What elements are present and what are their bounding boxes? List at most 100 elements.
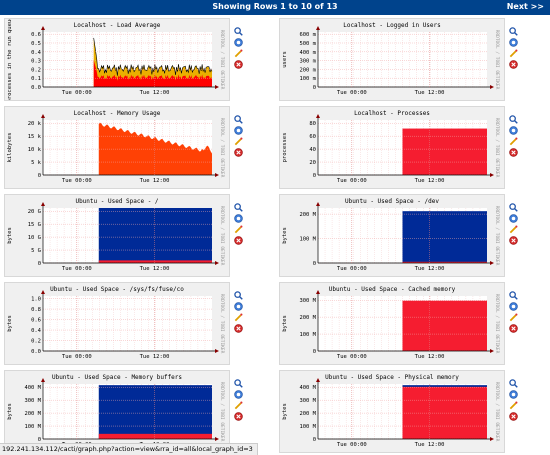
- y-tick-label: 400 M: [24, 385, 41, 391]
- y-tick-label: 300 M: [299, 298, 316, 304]
- delete-icon[interactable]: [234, 230, 243, 245]
- series-area-used: [402, 261, 487, 263]
- y-tick-label: 300 m: [299, 59, 316, 65]
- graph-title: Localhost - Memory Usage: [74, 110, 161, 117]
- delete-icon[interactable]: [509, 230, 518, 245]
- graph-actions: [234, 373, 246, 421]
- graph-cell: Localhost - Load Average 0.0 0.1 0.2 0.3 0.4 0…: [0, 15, 275, 103]
- series-line: [93, 37, 213, 76]
- query-icon[interactable]: [509, 384, 518, 399]
- y-tick-label: 0.8: [31, 307, 41, 313]
- edit-icon[interactable]: [509, 131, 518, 146]
- query-icon[interactable]: [234, 32, 243, 47]
- edit-icon[interactable]: [509, 43, 518, 58]
- zoom-icon[interactable]: [509, 373, 518, 388]
- y-axis-label: kilobytes: [7, 133, 13, 163]
- edit-icon[interactable]: [234, 131, 243, 146]
- zoom-icon[interactable]: [234, 197, 243, 212]
- delete-icon[interactable]: [234, 142, 243, 157]
- graph-image[interactable]: Localhost - Load Average 0.0 0.1 0.2 0.3 0.4 0…: [4, 18, 230, 101]
- graph-image[interactable]: Localhost - Memory Usage 0 5 k 10 k 15 k 20 k…: [4, 106, 230, 189]
- y-tick-label: 60: [309, 134, 316, 140]
- x-tick-label: Tue 00:00: [62, 266, 92, 272]
- query-icon[interactable]: [509, 120, 518, 135]
- x-tick-label: Tue 12:00: [415, 354, 445, 360]
- zoom-icon[interactable]: [234, 109, 243, 124]
- y-tick-label: 0.2: [31, 67, 41, 73]
- y-axis-label: users: [282, 51, 288, 68]
- edit-icon[interactable]: [234, 219, 243, 234]
- query-icon[interactable]: [509, 296, 518, 311]
- y-tick-label: 200 M: [299, 411, 316, 417]
- edit-icon[interactable]: [234, 43, 243, 58]
- next-page-link[interactable]: Next >>: [506, 2, 544, 11]
- query-icon[interactable]: [234, 208, 243, 223]
- series-area-free: [98, 208, 212, 263]
- graph-cell: Localhost - Processes 0 20 40 60 80 Tue 00:00 T…: [275, 103, 550, 191]
- graph-image[interactable]: Ubuntu - Used Space - Memory buffers 0 100…: [4, 370, 230, 453]
- graph-image[interactable]: Ubuntu - Used Space - /dev 0 100 M 200 M Tue…: [279, 194, 505, 277]
- zoom-icon[interactable]: [234, 21, 243, 36]
- y-tick-label: 100 M: [299, 332, 316, 338]
- y-tick-label: 0.4: [31, 328, 42, 334]
- graph-image[interactable]: Ubuntu - Used Space - Cached memory 0 100 …: [279, 282, 505, 365]
- edit-icon[interactable]: [509, 395, 518, 410]
- delete-icon[interactable]: [509, 54, 518, 69]
- delete-icon[interactable]: [509, 406, 518, 421]
- graph-actions: [234, 109, 246, 157]
- rrdtool-watermark: RRDTOOL / TOBI OETIKER: [219, 206, 225, 266]
- graph-title: Ubuntu - Used Space - /dev: [345, 198, 439, 205]
- y-tick-label: 0.0: [31, 85, 41, 91]
- x-tick-label: Tue 12:00: [140, 354, 170, 360]
- query-icon[interactable]: [234, 296, 243, 311]
- zoom-icon[interactable]: [509, 21, 518, 36]
- zoom-icon[interactable]: [234, 285, 243, 300]
- edit-icon[interactable]: [509, 219, 518, 234]
- rrdtool-watermark: RRDTOOL / TOBI OETIKER: [494, 206, 500, 266]
- x-tick-label: Tue 00:00: [337, 178, 367, 184]
- delete-icon[interactable]: [234, 54, 243, 69]
- query-icon[interactable]: [234, 384, 243, 399]
- graph-actions: [509, 373, 521, 421]
- x-tick-label: Tue 12:00: [415, 178, 445, 184]
- graph-image[interactable]: Ubuntu - Used Space - / 0 5 G 10 G 15 G 20 G T…: [4, 194, 230, 277]
- delete-icon[interactable]: [234, 406, 243, 421]
- y-tick-label: 500 m: [299, 41, 316, 47]
- delete-icon[interactable]: [234, 318, 243, 333]
- y-tick-label: 100 M: [24, 424, 41, 430]
- graph-image[interactable]: Ubuntu - Used Space - Physical memory 0 10…: [279, 370, 505, 453]
- edit-icon[interactable]: [234, 395, 243, 410]
- graph-actions: [509, 109, 521, 157]
- rrdtool-watermark: RRDTOOL / TOBI OETIKER: [219, 118, 225, 178]
- query-icon[interactable]: [234, 120, 243, 135]
- graph-actions: [509, 197, 521, 245]
- graph-actions: [234, 285, 246, 333]
- y-tick-label: 10 k: [28, 147, 42, 153]
- y-axis-label: bytes: [282, 315, 288, 332]
- graph-chart: Localhost - Processes 0 20 40 60 80 Tue 00:00 T…: [282, 110, 500, 184]
- delete-icon[interactable]: [509, 142, 518, 157]
- zoom-icon[interactable]: [509, 285, 518, 300]
- graph-cell: Localhost - Logged in Users 0 100 m 200 m 30…: [275, 15, 550, 103]
- zoom-icon[interactable]: [509, 197, 518, 212]
- rrdtool-watermark: RRDTOOL / TOBI OETIKER: [219, 294, 225, 354]
- graph-chart: Localhost - Memory Usage 0 5 k 10 k 15 k 20 k…: [7, 110, 225, 184]
- y-tick-label: 5 k: [31, 160, 42, 166]
- query-icon[interactable]: [509, 208, 518, 223]
- graph-image[interactable]: Localhost - Processes 0 20 40 60 80 Tue 00:00 T…: [279, 106, 505, 189]
- query-icon[interactable]: [509, 32, 518, 47]
- edit-icon[interactable]: [234, 307, 243, 322]
- graph-image[interactable]: Ubuntu - Used Space - /sys/fs/fuse/co 0.0…: [4, 282, 230, 365]
- graph-image[interactable]: Localhost - Logged in Users 0 100 m 200 m 30…: [279, 18, 505, 101]
- zoom-icon[interactable]: [234, 373, 243, 388]
- y-tick-label: 100 M: [299, 237, 316, 243]
- y-tick-label: 200 M: [24, 411, 41, 417]
- rrdtool-watermark: RRDTOOL / TOBI OETIKER: [494, 118, 500, 178]
- zoom-icon[interactable]: [509, 109, 518, 124]
- graph-title: Localhost - Logged in Users: [343, 22, 441, 29]
- graph-chart: Localhost - Load Average 0.0 0.1 0.2 0.3 0.4 0…: [7, 19, 225, 100]
- x-tick-label: Tue 12:00: [140, 266, 170, 272]
- delete-icon[interactable]: [509, 318, 518, 333]
- rrdtool-watermark: RRDTOOL / TOBI OETIKER: [219, 30, 225, 90]
- edit-icon[interactable]: [509, 307, 518, 322]
